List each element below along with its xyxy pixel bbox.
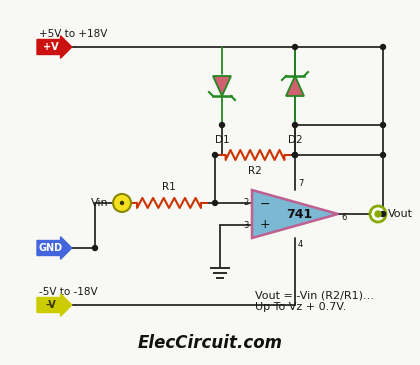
Text: -5V to -18V: -5V to -18V — [39, 287, 97, 297]
Circle shape — [220, 123, 225, 127]
Polygon shape — [286, 76, 304, 96]
Circle shape — [381, 45, 386, 50]
Circle shape — [213, 200, 218, 205]
Circle shape — [121, 201, 123, 204]
Circle shape — [292, 123, 297, 127]
Text: +V: +V — [43, 42, 59, 52]
Circle shape — [381, 211, 386, 216]
Circle shape — [381, 123, 386, 127]
Text: Vout = -Vin (R2/R1)...
Up To Vz + 0.7V.: Vout = -Vin (R2/R1)... Up To Vz + 0.7V. — [255, 290, 374, 312]
Text: D2: D2 — [288, 135, 302, 145]
Text: +: + — [260, 218, 270, 231]
Text: 2: 2 — [244, 199, 249, 207]
Circle shape — [292, 153, 297, 158]
Text: D1: D1 — [215, 135, 229, 145]
Text: −: − — [260, 197, 270, 211]
Text: -V: -V — [46, 300, 56, 310]
FancyBboxPatch shape — [37, 294, 72, 316]
Circle shape — [292, 45, 297, 50]
FancyBboxPatch shape — [37, 36, 72, 58]
Circle shape — [213, 153, 218, 158]
FancyBboxPatch shape — [37, 237, 72, 259]
Text: 7: 7 — [298, 179, 303, 188]
Circle shape — [292, 153, 297, 158]
Text: Vout: Vout — [388, 209, 413, 219]
Text: GND: GND — [39, 243, 63, 253]
Text: ElecCircuit.com: ElecCircuit.com — [137, 334, 283, 352]
Circle shape — [370, 206, 386, 222]
Text: 3: 3 — [244, 220, 249, 230]
Text: R1: R1 — [162, 182, 176, 192]
Circle shape — [375, 211, 381, 217]
Text: 4: 4 — [298, 240, 303, 249]
Polygon shape — [213, 76, 231, 96]
Circle shape — [113, 194, 131, 212]
Text: +5V to +18V: +5V to +18V — [39, 29, 108, 39]
Text: 6: 6 — [341, 214, 346, 223]
Polygon shape — [252, 190, 338, 238]
Circle shape — [92, 246, 97, 250]
Text: R2: R2 — [248, 166, 262, 176]
Circle shape — [381, 153, 386, 158]
Text: 741: 741 — [286, 207, 312, 220]
Text: Vin: Vin — [92, 198, 109, 208]
